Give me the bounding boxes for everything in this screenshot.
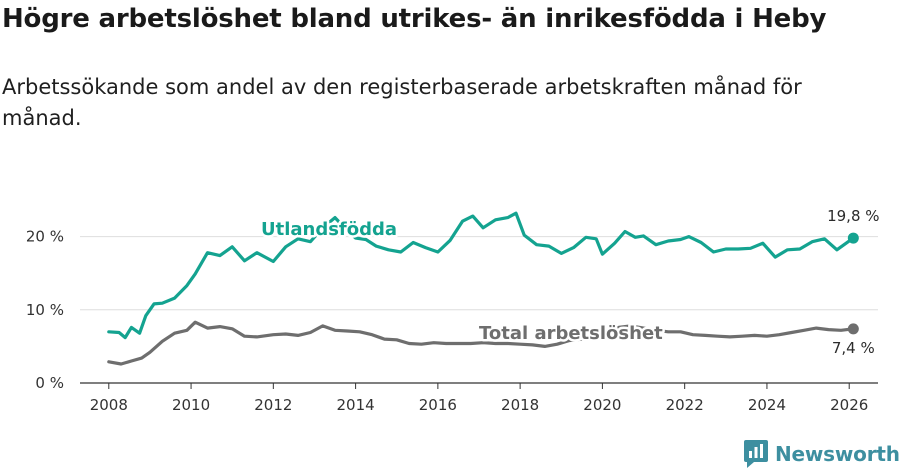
end-value-label: 7,4 % xyxy=(832,339,875,357)
brand-name: Newsworthy xyxy=(775,442,900,466)
end-markers xyxy=(847,232,859,335)
chart-labels: Utlandsfödda Total arbetslöshet 19,8 % 7,4 … xyxy=(258,207,879,357)
end-point-marker xyxy=(847,232,859,244)
series-lines xyxy=(107,211,855,366)
series-line-total xyxy=(107,320,855,366)
x-tick-label: 2022 xyxy=(666,396,704,414)
x-axis: 2008 2010 2012 2014 2016 2018 2020 2022 2024 2026 xyxy=(80,382,878,414)
end-point-marker xyxy=(847,323,859,335)
x-tick-label: 2012 xyxy=(254,396,292,414)
y-tick-label: 10 % xyxy=(26,301,64,319)
brand-logo: Newsworthy xyxy=(744,440,900,468)
series-label: Total arbetslöshet xyxy=(479,323,663,344)
y-tick-label: 20 % xyxy=(26,228,64,246)
x-tick-label: 2016 xyxy=(419,396,457,414)
newsworthy-logo-icon xyxy=(744,440,768,468)
x-tick-label: 2010 xyxy=(172,396,210,414)
page-title: Högre arbetslöshet bland utrikes- än inr… xyxy=(2,4,827,34)
gridlines xyxy=(80,236,878,311)
x-tick-label: 2014 xyxy=(337,396,375,414)
x-tick-label: 2018 xyxy=(501,396,539,414)
series-label: Utlandsfödda xyxy=(261,219,397,240)
x-tick-label: 2008 xyxy=(90,396,128,414)
x-tick-label: 2026 xyxy=(830,396,868,414)
page-subtitle: Arbetssökande som andel av den registerb… xyxy=(2,75,802,130)
x-tick-label: 2024 xyxy=(748,396,786,414)
end-value-label: 19,8 % xyxy=(827,207,879,225)
y-axis-labels: 0 % 10 % 20 % xyxy=(26,228,64,392)
x-tick-label: 2020 xyxy=(583,396,621,414)
series-line-utlandsfodda xyxy=(107,211,855,340)
y-tick-label: 0 % xyxy=(35,374,64,392)
